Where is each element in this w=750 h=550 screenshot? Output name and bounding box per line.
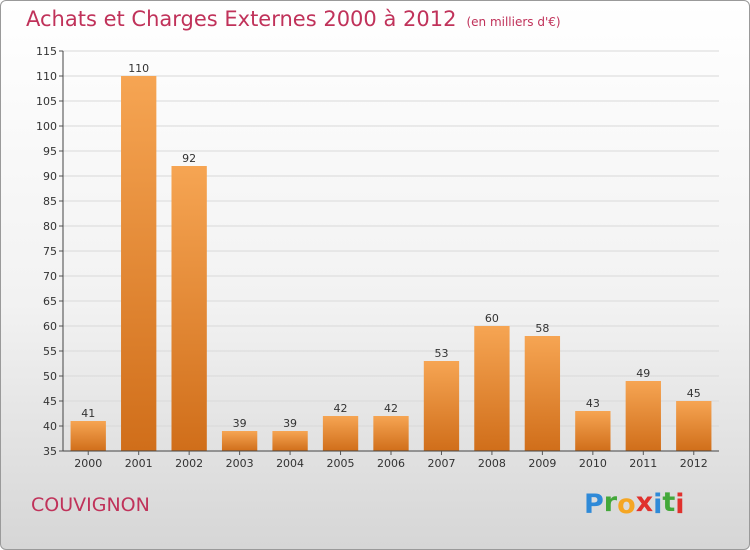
logo-letter: t (662, 487, 676, 518)
bar (676, 401, 712, 451)
y-tick-label: 105 (36, 95, 57, 108)
logo-letter: P (584, 489, 604, 520)
y-tick-label: 90 (43, 170, 57, 183)
y-tick-label: 40 (43, 420, 57, 433)
bar-value-label: 42 (384, 402, 398, 415)
y-tick-label: 110 (36, 70, 57, 83)
y-tick-label: 115 (36, 45, 57, 58)
logo-letter: i (653, 489, 663, 520)
bar (322, 416, 359, 451)
bar-value-label: 39 (283, 417, 297, 430)
label-layer: 41 2000 110 2001 92 2002 39 2003 39 2004 42 2005 42 2… (74, 62, 708, 470)
y-tick-label: 50 (43, 370, 57, 383)
x-tick-label: 2009 (528, 457, 556, 470)
bar (373, 416, 409, 451)
bar-value-label: 41 (81, 407, 95, 420)
axis-layer: 35 40 45 50 55 60 65 70 75 80 85 90 95 100 105 110 115 (36, 45, 719, 458)
x-tick-label: 2011 (629, 457, 657, 470)
bar-value-label: 49 (636, 367, 650, 380)
bar-value-label: 92 (182, 152, 196, 165)
y-tick-label: 70 (43, 270, 57, 283)
bar (625, 381, 661, 451)
logo-letter: o (617, 489, 636, 520)
bar (423, 361, 460, 451)
bar-value-label: 39 (233, 417, 247, 430)
x-tick-label: 2007 (427, 457, 455, 470)
bar-value-label: 43 (586, 397, 600, 410)
bar-layer (70, 76, 712, 451)
x-tick-label: 2002 (175, 457, 203, 470)
grid-layer (63, 50, 719, 452)
y-tick-label: 60 (43, 320, 57, 333)
chart-title: Achats et Charges Externes 2000 à 2012 (26, 7, 457, 31)
bar (575, 411, 611, 451)
logo-letter: x (635, 487, 654, 518)
bar-value-label: 53 (434, 347, 448, 360)
y-tick-label: 45 (43, 395, 57, 408)
chart-subtitle: (en milliers d'€) (466, 15, 561, 29)
bar-value-label: 58 (535, 322, 549, 335)
y-tick-label: 65 (43, 295, 57, 308)
logo-letter: r (603, 487, 618, 518)
bar (474, 326, 510, 451)
y-tick-label: 80 (43, 220, 57, 233)
x-tick-label: 2010 (579, 457, 607, 470)
x-tick-label: 2005 (327, 457, 355, 470)
x-tick-label: 2003 (226, 457, 254, 470)
bar-value-label: 45 (687, 387, 701, 400)
y-tick-label: 35 (43, 445, 57, 458)
x-tick-label: 2006 (377, 457, 405, 470)
bar (272, 431, 308, 451)
y-tick-label: 95 (43, 145, 57, 158)
x-tick-label: 2001 (125, 457, 153, 470)
bar-value-label: 42 (334, 402, 348, 415)
bar (121, 76, 157, 451)
title-block: Achats et Charges Externes 2000 à 2012 (e… (26, 7, 561, 31)
y-tick-label: 75 (43, 245, 57, 258)
x-tick-label: 2012 (680, 457, 708, 470)
bar (221, 431, 258, 451)
y-tick-label: 85 (43, 195, 57, 208)
x-tick-label: 2004 (276, 457, 304, 470)
bar-value-label: 110 (128, 62, 149, 75)
x-tick-label: 2000 (74, 457, 102, 470)
y-tick-label: 100 (36, 120, 57, 133)
y-tick-label: 55 (43, 345, 57, 358)
bar (524, 336, 561, 451)
commune-name: COUVIGNON (31, 494, 150, 516)
bar (70, 421, 106, 451)
x-tick-label: 2008 (478, 457, 506, 470)
bar-value-label: 60 (485, 312, 499, 325)
logo-letter: i (675, 489, 685, 520)
proxiti-logo: Proxiti (584, 487, 685, 520)
bar (171, 166, 207, 451)
